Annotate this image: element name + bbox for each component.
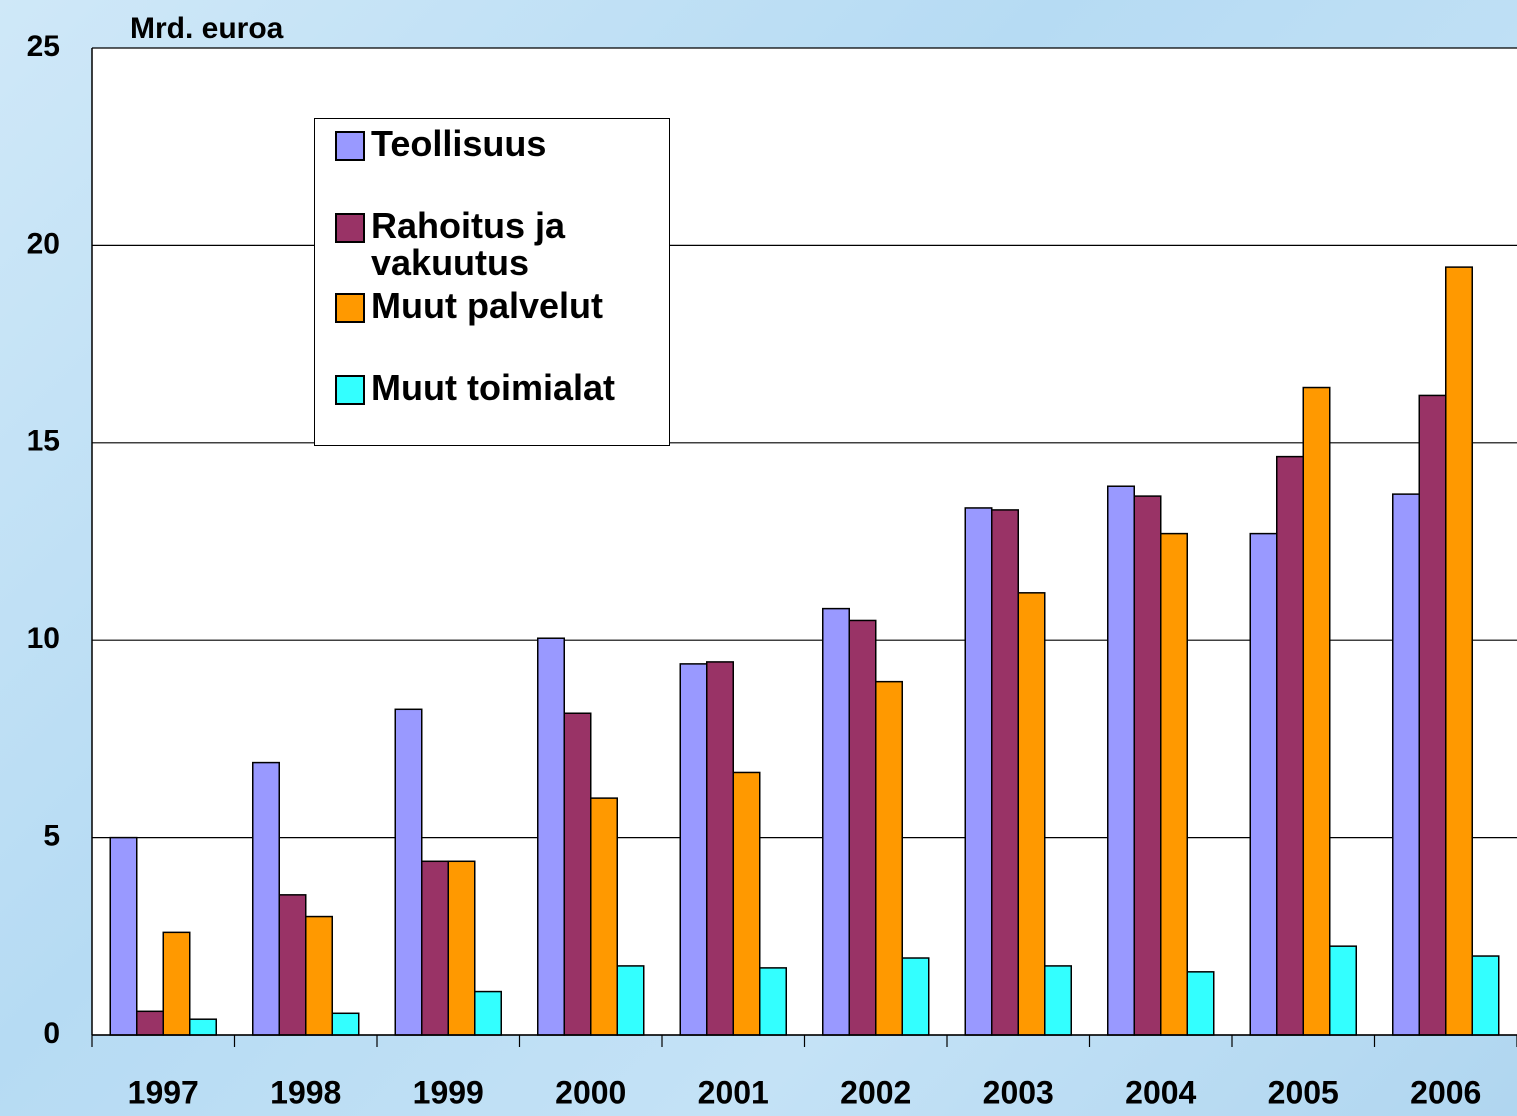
bar xyxy=(1471,955,1500,1036)
bar xyxy=(305,915,333,1036)
bar xyxy=(474,990,502,1036)
bar xyxy=(252,761,280,1036)
bar xyxy=(421,860,449,1036)
x-tick-label: 1997 xyxy=(128,1074,199,1110)
legend-swatch xyxy=(335,213,365,243)
bar xyxy=(1160,532,1188,1036)
bar xyxy=(706,661,734,1036)
axis-title: Mrd. euroa xyxy=(130,12,284,45)
bar xyxy=(732,771,761,1036)
bar xyxy=(189,1018,217,1036)
y-tick-label: 20 xyxy=(27,227,60,260)
legend-swatch xyxy=(335,131,365,161)
y-tick-label: 10 xyxy=(27,622,60,655)
bar xyxy=(1186,971,1215,1036)
bar xyxy=(1418,394,1447,1036)
legend-item: Muut palvelut xyxy=(335,287,669,369)
legend-item: Teollisuus xyxy=(335,125,669,207)
bar xyxy=(1329,945,1357,1036)
y-tick-label: 0 xyxy=(43,1017,60,1050)
bar xyxy=(563,712,592,1036)
bar xyxy=(1392,493,1420,1036)
x-tick-label: 1999 xyxy=(413,1074,484,1110)
bar xyxy=(616,965,645,1036)
x-tick-label: 2001 xyxy=(698,1074,769,1110)
y-tick-label: 15 xyxy=(27,425,60,458)
bar xyxy=(1445,266,1473,1036)
bar xyxy=(1302,386,1331,1036)
legend-label: Muut toimialat xyxy=(371,367,615,408)
x-tick-label: 2000 xyxy=(555,1074,626,1110)
bar xyxy=(1107,485,1135,1036)
bar xyxy=(1133,495,1162,1036)
bar xyxy=(1017,592,1046,1036)
x-tick-label: 1998 xyxy=(270,1074,341,1110)
bar xyxy=(590,797,618,1036)
bar xyxy=(822,607,850,1036)
bar xyxy=(109,836,138,1036)
bar xyxy=(162,931,191,1036)
bar xyxy=(537,637,565,1036)
x-tick-label: 2002 xyxy=(840,1074,911,1110)
bar xyxy=(1249,532,1278,1036)
y-tick-label: 25 xyxy=(27,30,60,63)
x-tick-label: 2003 xyxy=(983,1074,1054,1110)
x-tick-label: 2005 xyxy=(1268,1074,1339,1110)
y-tick-label: 5 xyxy=(43,820,60,853)
x-tick-label: 2006 xyxy=(1410,1074,1481,1110)
legend-label: Muut palvelut xyxy=(371,285,603,326)
legend-item: Rahoitus ja vakuutus xyxy=(335,207,669,287)
bar xyxy=(964,507,993,1036)
bar xyxy=(759,967,787,1036)
legend: Teollisuus Rahoitus ja vakuutus Muut palve… xyxy=(314,118,670,446)
bar xyxy=(278,894,307,1036)
bar xyxy=(394,708,423,1036)
bar xyxy=(991,509,1019,1036)
x-tick-label: 2004 xyxy=(1125,1074,1196,1110)
legend-item: Muut toimialat xyxy=(335,369,669,451)
legend-label: Rahoitus ja vakuutus xyxy=(371,205,566,283)
bar xyxy=(447,860,476,1036)
bar xyxy=(331,1012,360,1036)
bar xyxy=(136,1010,164,1036)
legend-swatch xyxy=(335,293,365,323)
bar xyxy=(901,957,930,1036)
bar xyxy=(848,619,877,1036)
legend-label: Teollisuus xyxy=(371,123,547,164)
bar xyxy=(875,680,903,1036)
bar xyxy=(1276,455,1304,1036)
bar xyxy=(1044,965,1072,1036)
legend-swatch xyxy=(335,375,365,405)
bar xyxy=(679,663,708,1036)
